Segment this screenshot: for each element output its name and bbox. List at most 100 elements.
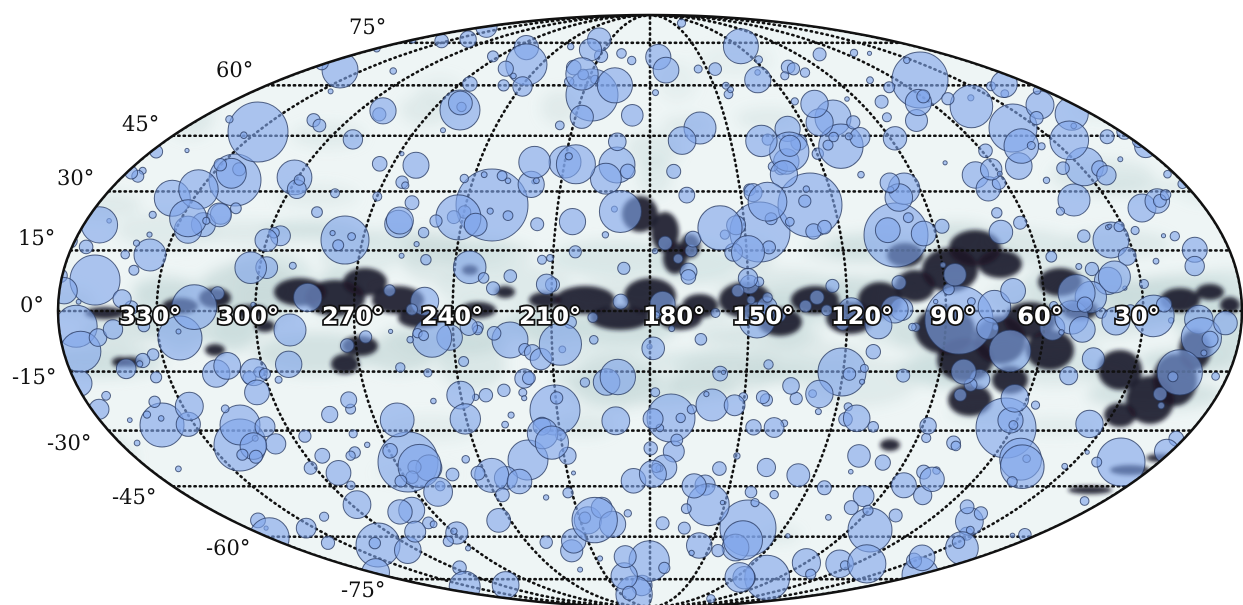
source-circle xyxy=(1000,384,1030,413)
haze-patch xyxy=(1164,58,1201,76)
source-circle xyxy=(75,298,82,305)
source-circle xyxy=(650,387,661,398)
source-circle xyxy=(953,388,967,402)
source-circle xyxy=(708,62,723,76)
source-circle xyxy=(658,561,671,575)
source-circle xyxy=(571,470,576,476)
source-circle xyxy=(695,388,729,422)
source-circle xyxy=(507,411,515,419)
source-circle xyxy=(133,439,141,447)
source-circle xyxy=(852,485,875,508)
source-circle xyxy=(744,66,772,94)
source-circle xyxy=(359,330,373,344)
source-circle xyxy=(1184,255,1205,277)
haze-patch xyxy=(1066,539,1163,556)
source-circle xyxy=(65,370,93,397)
source-circle xyxy=(512,76,533,97)
lon-label-270: 270° xyxy=(322,302,384,330)
source-circle xyxy=(440,127,446,134)
source-circle xyxy=(128,264,140,276)
source-circle xyxy=(849,127,871,148)
source-circle xyxy=(942,160,948,166)
source-circle xyxy=(530,217,545,232)
source-circle xyxy=(368,536,381,550)
source-circle xyxy=(202,216,211,225)
source-circle xyxy=(244,379,270,406)
source-circle xyxy=(1076,296,1094,313)
source-circle xyxy=(847,444,871,468)
source-circle xyxy=(254,228,279,252)
source-circle xyxy=(652,56,680,84)
source-circle xyxy=(459,173,469,184)
source-circle xyxy=(1107,223,1113,229)
source-circle xyxy=(275,350,303,378)
meridian-line xyxy=(352,15,652,605)
source-circle xyxy=(549,391,564,405)
source-circle xyxy=(1163,169,1172,179)
meridian-line xyxy=(253,15,652,605)
source-circle xyxy=(778,134,802,157)
source-circle xyxy=(587,312,599,323)
source-circle xyxy=(565,57,599,91)
source-circle xyxy=(518,388,528,397)
source-circle xyxy=(949,84,994,129)
source-circle xyxy=(395,362,406,373)
source-circle xyxy=(812,47,827,62)
source-circle xyxy=(657,235,673,251)
source-circle xyxy=(486,281,501,296)
source-circle xyxy=(874,94,889,109)
lon-label-150: 150° xyxy=(732,302,794,330)
source-circle xyxy=(762,292,773,303)
source-circle xyxy=(862,504,874,516)
source-circle xyxy=(805,379,834,409)
source-circle xyxy=(755,390,770,405)
source-circle xyxy=(617,261,631,275)
source-circle xyxy=(720,369,727,375)
lat-label-minus75: -75° xyxy=(341,578,385,602)
source-circle xyxy=(608,132,627,152)
source-circle xyxy=(486,207,494,215)
source-circle xyxy=(651,247,659,255)
source-circle xyxy=(429,520,438,529)
source-circle xyxy=(250,301,257,308)
source-circle xyxy=(480,171,488,179)
latitude-labels: 75° 60° 45° 30° 15° 0° -15° -30° -45° -6… xyxy=(12,15,386,602)
source-circle xyxy=(763,417,785,438)
source-circle xyxy=(405,303,418,316)
source-circle xyxy=(1003,128,1040,164)
source-circle xyxy=(429,214,443,228)
source-circle xyxy=(677,521,691,535)
haze-patch xyxy=(166,96,214,138)
source-circle xyxy=(784,216,795,227)
source-circle xyxy=(967,297,976,306)
lat-label-minus30: -30° xyxy=(47,431,91,455)
source-circle xyxy=(693,64,703,74)
dust-cloud xyxy=(255,320,275,332)
source-circle xyxy=(678,186,696,204)
source-circle xyxy=(452,250,487,285)
source-circle xyxy=(236,448,249,461)
source-circle xyxy=(487,50,499,63)
source-circle xyxy=(747,181,788,222)
source-circle xyxy=(896,368,911,383)
source-circle xyxy=(1156,296,1173,313)
source-circle xyxy=(394,474,408,488)
source-circle xyxy=(404,195,420,211)
source-circle xyxy=(571,496,618,544)
source-circle xyxy=(1008,420,1019,431)
lat-label-75: 75° xyxy=(349,15,386,39)
source-circle xyxy=(686,404,697,415)
source-circle xyxy=(1013,215,1028,230)
source-circle xyxy=(1156,349,1203,396)
source-circle xyxy=(721,81,730,90)
source-circle xyxy=(311,206,323,219)
source-circle xyxy=(790,97,799,106)
source-circle xyxy=(754,55,763,65)
source-circle xyxy=(330,188,340,199)
source-circle xyxy=(828,131,839,143)
source-circle xyxy=(950,440,962,452)
lon-label-300: 300° xyxy=(217,302,279,330)
source-circle xyxy=(78,239,94,255)
source-circle xyxy=(150,371,163,384)
source-circle xyxy=(980,158,1003,181)
